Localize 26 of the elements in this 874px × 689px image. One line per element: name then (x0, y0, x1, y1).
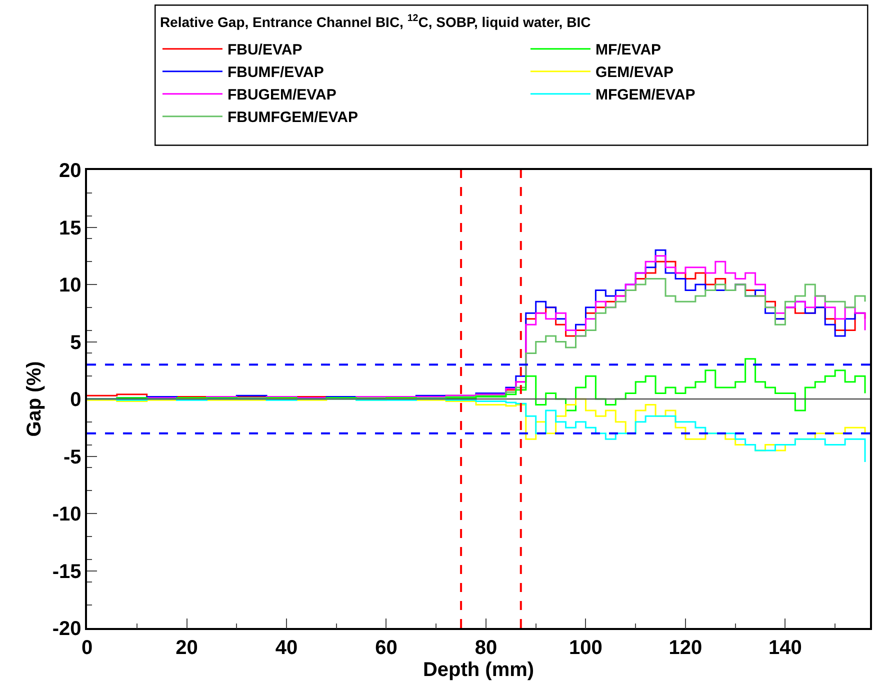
y-tick-label: -10 (52, 504, 82, 526)
y-tick-label: -20 (52, 618, 82, 640)
legend-label: MF/EVAP (595, 42, 662, 59)
y-tick-label: 15 (59, 217, 82, 240)
y-axis-title: Gap (%) (23, 361, 46, 437)
chart-title: Relative Gap, Entrance Channel BIC, $^{12}$C, SOBP, liquid water, BIC (160, 13, 591, 30)
y-tick-label: 0 (70, 389, 82, 411)
x-tick-label: 60 (375, 636, 398, 659)
legend-label: FBU/EVAP (227, 42, 302, 59)
legend-label: FBUMFGEM/EVAP (227, 109, 358, 126)
x-tick-label: 20 (176, 636, 198, 659)
x-tick-label: 100 (569, 636, 602, 659)
x-tick-label: 120 (668, 636, 702, 659)
y-tick-label: -15 (52, 560, 82, 583)
y-tick-label: -5 (63, 446, 82, 468)
x-tick-label: 140 (768, 636, 802, 659)
x-tick-label: 40 (275, 636, 298, 659)
legend-label: MFGEM/EVAP (595, 86, 696, 104)
x-tick-label: 80 (474, 636, 498, 659)
y-tick-label: 10 (59, 274, 82, 296)
legend-label: FBUGEM/EVAP (227, 86, 336, 104)
y-tick-label: 20 (59, 160, 82, 182)
legend-label: GEM/EVAP (595, 64, 674, 82)
y-tick-label: 5 (70, 332, 82, 354)
legend-label: FBUMF/EVAP (227, 64, 324, 82)
x-axis-title: Depth (mm) (422, 658, 534, 681)
